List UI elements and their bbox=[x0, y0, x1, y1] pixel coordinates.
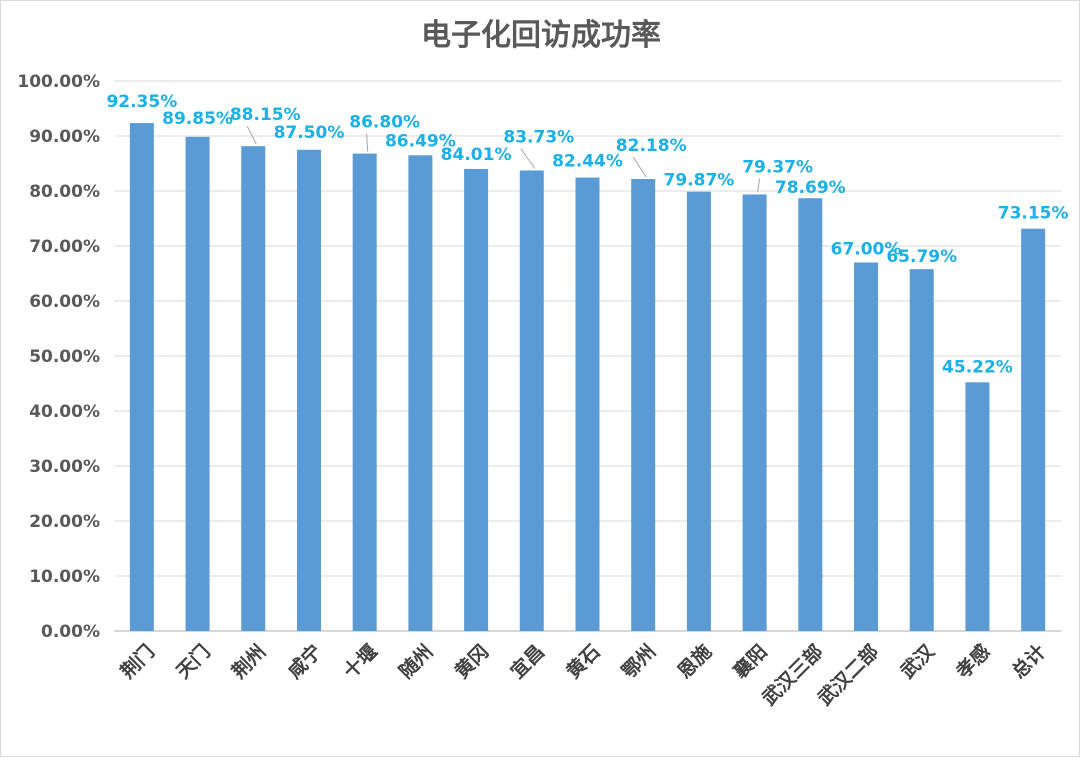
bar bbox=[464, 168, 489, 631]
leader-line bbox=[757, 178, 761, 193]
data-label: 86.80% bbox=[349, 113, 420, 133]
data-labels: 92.35%89.85%88.15%87.50%86.80%86.49%84.0… bbox=[106, 92, 1068, 377]
data-label: 92.35% bbox=[106, 92, 177, 112]
x-tick-label: 随州 bbox=[394, 640, 437, 683]
leader-line bbox=[246, 125, 257, 145]
bar bbox=[1021, 228, 1046, 632]
bar bbox=[575, 177, 600, 631]
data-label: 89.85% bbox=[162, 109, 233, 129]
leader-line bbox=[520, 148, 536, 169]
y-tick-label: 0.00% bbox=[41, 622, 100, 642]
label-leader-lines bbox=[246, 125, 761, 193]
bar bbox=[519, 170, 544, 632]
data-label: 84.01% bbox=[441, 145, 512, 165]
data-label: 83.73% bbox=[503, 127, 574, 147]
data-label: 78.69% bbox=[775, 178, 846, 198]
y-tick-label: 80.00% bbox=[29, 182, 100, 202]
bar bbox=[798, 198, 823, 631]
leader-line bbox=[632, 156, 647, 178]
x-tick-label: 黄冈 bbox=[450, 640, 493, 683]
x-tick-label: 宜昌 bbox=[506, 640, 549, 683]
y-tick-label: 70.00% bbox=[29, 237, 100, 257]
data-label: 73.15% bbox=[998, 204, 1069, 224]
y-tick-label: 10.00% bbox=[29, 567, 100, 587]
bar bbox=[129, 123, 154, 631]
data-label: 82.18% bbox=[616, 136, 687, 156]
data-label: 79.37% bbox=[742, 157, 813, 177]
y-tick-label: 90.00% bbox=[29, 127, 100, 147]
x-tick-label: 天门 bbox=[172, 640, 215, 683]
data-label: 86.49% bbox=[385, 131, 456, 151]
bar bbox=[408, 155, 433, 631]
x-tick-label: 鄂州 bbox=[618, 641, 660, 683]
bar bbox=[742, 194, 767, 631]
leader-line bbox=[366, 133, 369, 152]
y-tick-label: 30.00% bbox=[29, 457, 100, 477]
bar bbox=[185, 136, 210, 631]
x-tick-label: 襄阳 bbox=[728, 640, 772, 684]
x-tick-label: 武汉三部 bbox=[757, 640, 827, 710]
bar bbox=[965, 382, 990, 631]
y-tick-label: 60.00% bbox=[29, 292, 100, 312]
x-tick-label: 十堰 bbox=[339, 640, 382, 683]
bar bbox=[854, 262, 879, 631]
y-tick-label: 100.00% bbox=[17, 72, 100, 92]
bar bbox=[241, 146, 266, 632]
x-tick-label: 恩施 bbox=[673, 640, 716, 683]
bar bbox=[631, 179, 656, 631]
data-label: 67.00% bbox=[831, 240, 902, 260]
x-tick-label: 咸宁 bbox=[283, 640, 326, 683]
data-label: 87.50% bbox=[274, 123, 345, 143]
chart-title: 电子化回访成功率 bbox=[421, 18, 661, 53]
bar bbox=[296, 149, 321, 631]
x-tick-label: 荆门 bbox=[116, 640, 159, 683]
y-axis-ticks: 0.00% 10.00% 20.00% 30.00% 40.00% 50.00% 60.00… bbox=[17, 72, 100, 642]
bars bbox=[129, 123, 1046, 632]
bar bbox=[352, 153, 377, 631]
x-tick-label: 总计 bbox=[1007, 640, 1050, 683]
x-tick-label: 武汉二部 bbox=[813, 640, 883, 710]
x-tick-label: 荆州 bbox=[227, 640, 270, 683]
data-label: 65.79% bbox=[886, 247, 957, 267]
y-tick-label: 50.00% bbox=[29, 347, 100, 367]
x-tick-label: 黄石 bbox=[562, 640, 605, 683]
y-tick-label: 40.00% bbox=[29, 402, 100, 422]
data-label: 88.15% bbox=[230, 105, 301, 125]
data-label: 79.87% bbox=[664, 171, 735, 191]
bar bbox=[909, 269, 934, 631]
data-label: 45.22% bbox=[942, 357, 1013, 377]
x-tick-label: 武汉 bbox=[896, 640, 939, 683]
data-label: 82.44% bbox=[552, 152, 623, 172]
y-tick-label: 20.00% bbox=[29, 512, 100, 532]
x-tick-label: 孝感 bbox=[951, 640, 994, 683]
bar bbox=[686, 191, 711, 631]
